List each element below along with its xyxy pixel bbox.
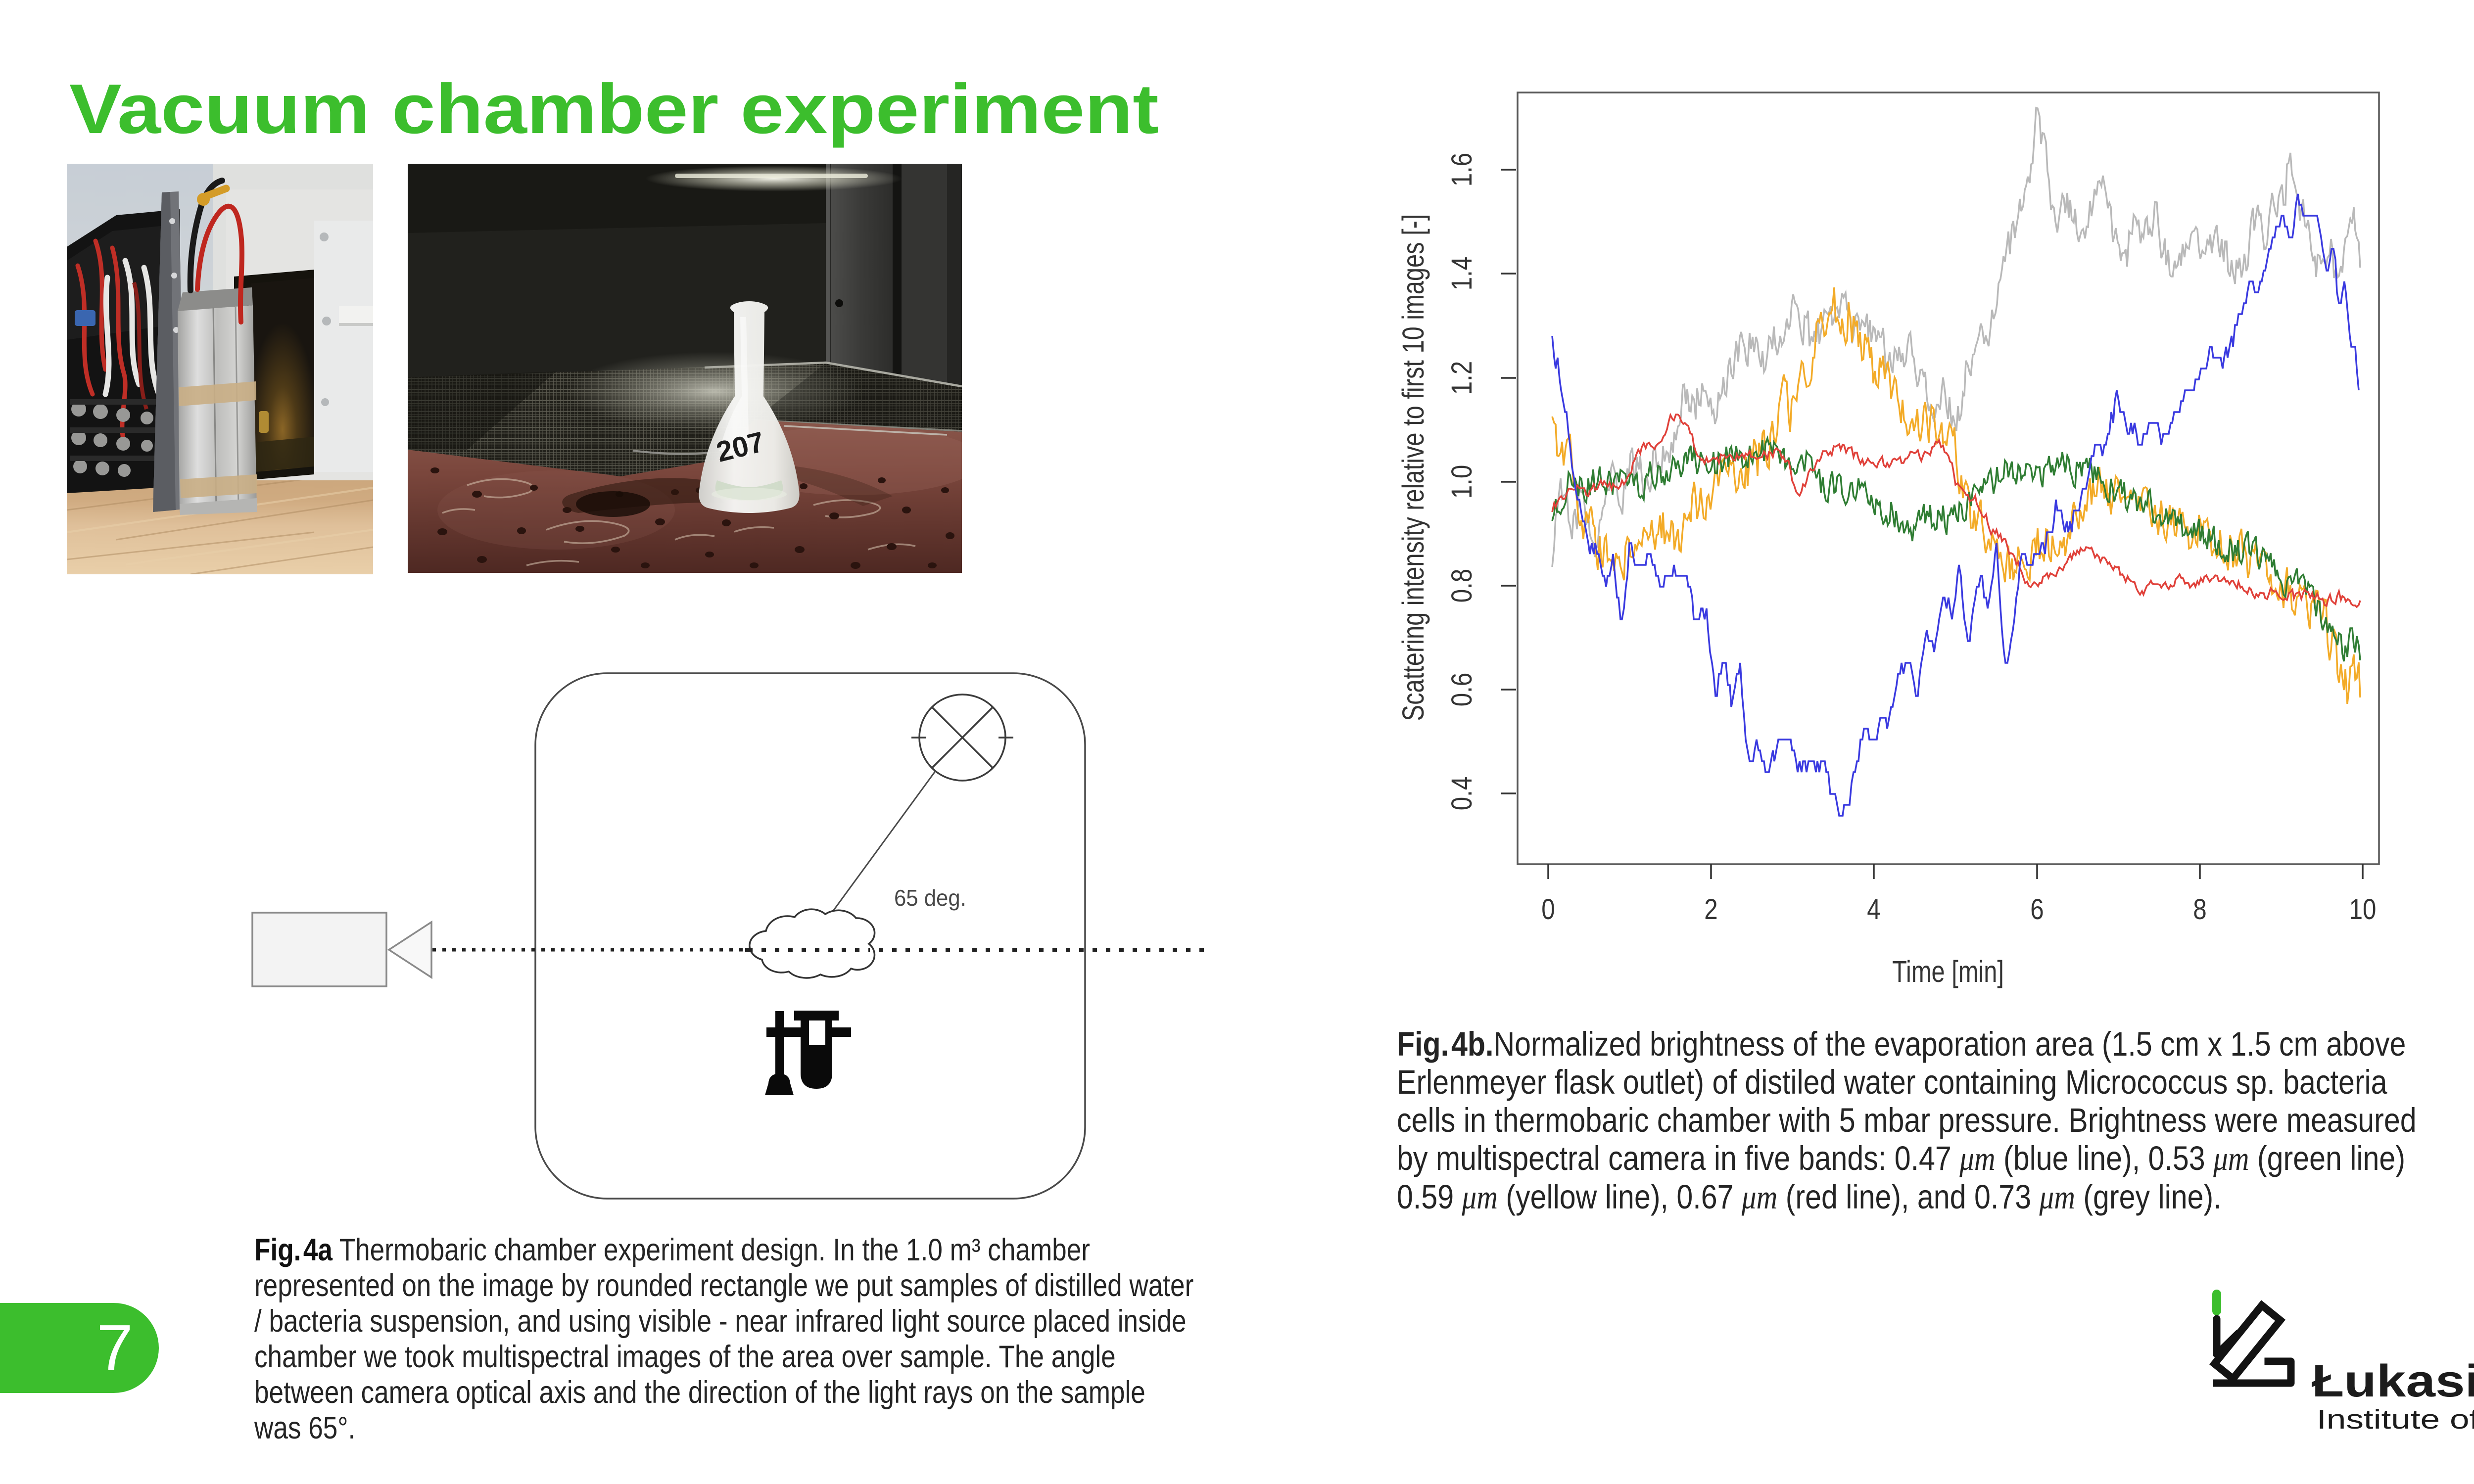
svg-text:1.6: 1.6 — [1446, 153, 1478, 187]
svg-text:0: 0 — [1541, 893, 1555, 926]
svg-text:65 deg.: 65 deg. — [894, 885, 966, 911]
svg-text:10: 10 — [2349, 893, 2377, 926]
svg-text:4: 4 — [1867, 893, 1880, 926]
svg-text:2: 2 — [1704, 893, 1717, 926]
svg-text:0.4: 0.4 — [1446, 777, 1478, 811]
svg-text:1.4: 1.4 — [1446, 257, 1478, 291]
svg-text:Time [min]: Time [min] — [1892, 955, 2004, 988]
svg-text:0.6: 0.6 — [1446, 673, 1478, 707]
svg-text:1.2: 1.2 — [1446, 361, 1478, 395]
svg-text:6: 6 — [2030, 893, 2044, 926]
svg-text:1.0: 1.0 — [1446, 465, 1478, 499]
svg-text:0.8: 0.8 — [1446, 569, 1478, 603]
svg-text:8: 8 — [2193, 893, 2206, 926]
svg-text:Łukasiewicz: Łukasiewicz — [2312, 1356, 2474, 1406]
svg-text:Institute of Aviation: Institute of Aviation — [2317, 1404, 2474, 1435]
svg-text:Scattering intensity relative: Scattering intensity relative to first 1… — [1396, 214, 1430, 721]
